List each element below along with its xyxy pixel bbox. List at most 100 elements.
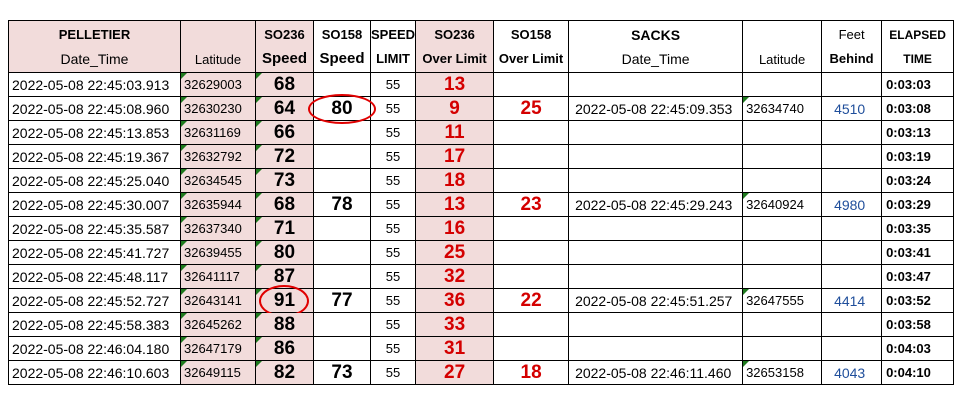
sacks-datetime-cell[interactable]	[568, 264, 744, 289]
so158-speed-cell[interactable]: 80	[308, 94, 376, 124]
pelletier-datetime-cell[interactable]: 2022-05-08 22:46:04.180	[8, 336, 181, 361]
pelletier-datetime-cell[interactable]: 2022-05-08 22:45:25.040	[8, 168, 181, 193]
elapsed-time-cell[interactable]: 0:03:19	[881, 144, 955, 169]
so236-over-limit-cell[interactable]: 31	[415, 336, 495, 361]
elapsed-time-cell[interactable]: 0:03:13	[881, 120, 955, 145]
so158-over-limit-cell[interactable]	[493, 168, 570, 193]
so158-over-limit-cell[interactable]	[493, 144, 570, 169]
so236-speed-cell[interactable]: 80	[255, 240, 314, 265]
speed-limit-cell[interactable]: 55	[369, 96, 417, 121]
pelletier-datetime-cell[interactable]: 2022-05-08 22:45:13.853	[8, 120, 181, 145]
sacks-latitude-cell[interactable]	[742, 216, 823, 241]
speed-limit-cell[interactable]: 55	[369, 336, 417, 361]
latitude-cell[interactable]: 32631169	[180, 120, 256, 145]
pelletier-datetime-cell[interactable]: 2022-05-08 22:45:52.727	[8, 288, 181, 313]
sacks-datetime-cell[interactable]	[568, 168, 744, 193]
sacks-datetime-cell[interactable]: 2022-05-08 22:45:09.353	[568, 96, 744, 121]
feet-behind-cell[interactable]	[821, 336, 883, 361]
latitude-cell[interactable]: 32645262	[180, 312, 256, 337]
speed-limit-cell[interactable]: 55	[369, 72, 417, 97]
speed-limit-cell[interactable]: 55	[369, 288, 417, 313]
so158-speed-cell[interactable]: 73	[313, 360, 371, 385]
sacks-latitude-cell[interactable]	[742, 72, 823, 97]
feet-behind-cell[interactable]: 4980	[821, 192, 883, 217]
speed-limit-cell[interactable]: 55	[369, 144, 417, 169]
so158-over-limit-cell[interactable]: 22	[493, 288, 570, 313]
pelletier-datetime-cell[interactable]: 2022-05-08 22:45:03.913	[8, 72, 181, 97]
so158-speed-cell[interactable]: 78	[313, 192, 371, 217]
so236-speed-cell[interactable]: 88	[255, 312, 314, 337]
sacks-latitude-cell[interactable]: 32634740	[742, 96, 823, 121]
sacks-latitude-cell[interactable]	[742, 168, 823, 193]
latitude-cell[interactable]: 32630230	[180, 96, 256, 121]
pelletier-datetime-cell[interactable]: 2022-05-08 22:45:41.727	[8, 240, 181, 265]
so158-over-limit-cell[interactable]	[493, 312, 570, 337]
header-so236-over[interactable]: SO236 Over Limit	[415, 20, 495, 73]
sacks-datetime-cell[interactable]	[568, 312, 744, 337]
speed-limit-cell[interactable]: 55	[369, 120, 417, 145]
elapsed-time-cell[interactable]: 0:04:03	[881, 336, 955, 361]
latitude-cell[interactable]: 32634545	[180, 168, 256, 193]
so158-speed-cell[interactable]	[313, 264, 371, 289]
feet-behind-cell[interactable]	[821, 120, 883, 145]
speed-limit-cell[interactable]: 55	[369, 312, 417, 337]
header-speed-limit[interactable]: SPEED LIMIT	[369, 20, 417, 73]
sacks-latitude-cell[interactable]: 32647555	[742, 288, 823, 313]
feet-behind-cell[interactable]	[821, 144, 883, 169]
sacks-latitude-cell[interactable]	[742, 336, 823, 361]
sacks-latitude-cell[interactable]	[742, 120, 823, 145]
so158-speed-cell[interactable]	[313, 336, 371, 361]
sacks-datetime-cell[interactable]: 2022-05-08 22:45:51.257	[568, 288, 744, 313]
so236-over-limit-cell[interactable]: 18	[415, 168, 495, 193]
so236-speed-cell[interactable]: 64	[255, 96, 314, 121]
so236-speed-cell[interactable]: 68	[255, 72, 314, 97]
sacks-datetime-cell[interactable]	[568, 72, 744, 97]
feet-behind-cell[interactable]	[821, 168, 883, 193]
so236-over-limit-cell[interactable]: 13	[415, 72, 495, 97]
header-so158-speed[interactable]: SO158 Speed	[313, 20, 371, 73]
so236-speed-cell[interactable]: 68	[255, 192, 314, 217]
sacks-datetime-cell[interactable]	[568, 120, 744, 145]
pelletier-datetime-cell[interactable]: 2022-05-08 22:45:19.367	[8, 144, 181, 169]
so236-over-limit-cell[interactable]: 13	[415, 192, 495, 217]
so158-speed-cell[interactable]	[313, 216, 371, 241]
so236-over-limit-cell[interactable]: 11	[415, 120, 495, 145]
so158-speed-cell[interactable]	[313, 144, 371, 169]
so236-speed-cell[interactable]: 82	[255, 360, 314, 385]
so158-speed-cell[interactable]	[313, 240, 371, 265]
sacks-latitude-cell[interactable]: 32640924	[742, 192, 823, 217]
so158-over-limit-cell[interactable]: 18	[493, 360, 570, 385]
so236-speed-cell[interactable]: 71	[255, 216, 314, 241]
speed-limit-cell[interactable]: 55	[369, 216, 417, 241]
so158-speed-cell[interactable]	[313, 120, 371, 145]
so158-over-limit-cell[interactable]: 25	[493, 96, 570, 121]
sacks-latitude-cell[interactable]	[742, 144, 823, 169]
so158-speed-cell[interactable]: 77	[313, 288, 371, 313]
latitude-cell[interactable]: 32632792	[180, 144, 256, 169]
sacks-latitude-cell[interactable]	[742, 264, 823, 289]
header-latitude[interactable]: Latitude	[180, 20, 256, 73]
pelletier-datetime-cell[interactable]: 2022-05-08 22:45:30.007	[8, 192, 181, 217]
speed-limit-cell[interactable]: 55	[369, 264, 417, 289]
elapsed-time-cell[interactable]: 0:03:03	[881, 72, 955, 97]
so158-over-limit-cell[interactable]: 23	[493, 192, 570, 217]
so158-over-limit-cell[interactable]	[493, 72, 570, 97]
so236-over-limit-cell[interactable]: 36	[415, 288, 495, 313]
feet-behind-cell[interactable]: 4414	[821, 288, 883, 313]
header-so158-over[interactable]: SO158 Over Limit	[493, 20, 570, 73]
elapsed-time-cell[interactable]: 0:03:52	[881, 288, 955, 313]
so158-over-limit-cell[interactable]	[493, 264, 570, 289]
sacks-latitude-cell[interactable]	[742, 312, 823, 337]
sacks-datetime-cell[interactable]	[568, 216, 744, 241]
so236-over-limit-cell[interactable]: 32	[415, 264, 495, 289]
header-feet-behind[interactable]: Feet Behind	[821, 20, 883, 73]
sacks-datetime-cell[interactable]	[568, 336, 744, 361]
feet-behind-cell[interactable]	[821, 216, 883, 241]
latitude-cell[interactable]: 32649115	[180, 360, 256, 385]
so158-speed-cell[interactable]	[313, 312, 371, 337]
so236-over-limit-cell[interactable]: 33	[415, 312, 495, 337]
sacks-datetime-cell[interactable]: 2022-05-08 22:46:11.460	[568, 360, 744, 385]
pelletier-datetime-cell[interactable]: 2022-05-08 22:45:58.383	[8, 312, 181, 337]
so236-speed-cell[interactable]: 72	[255, 144, 314, 169]
pelletier-datetime-cell[interactable]: 2022-05-08 22:45:08.960	[8, 96, 181, 121]
